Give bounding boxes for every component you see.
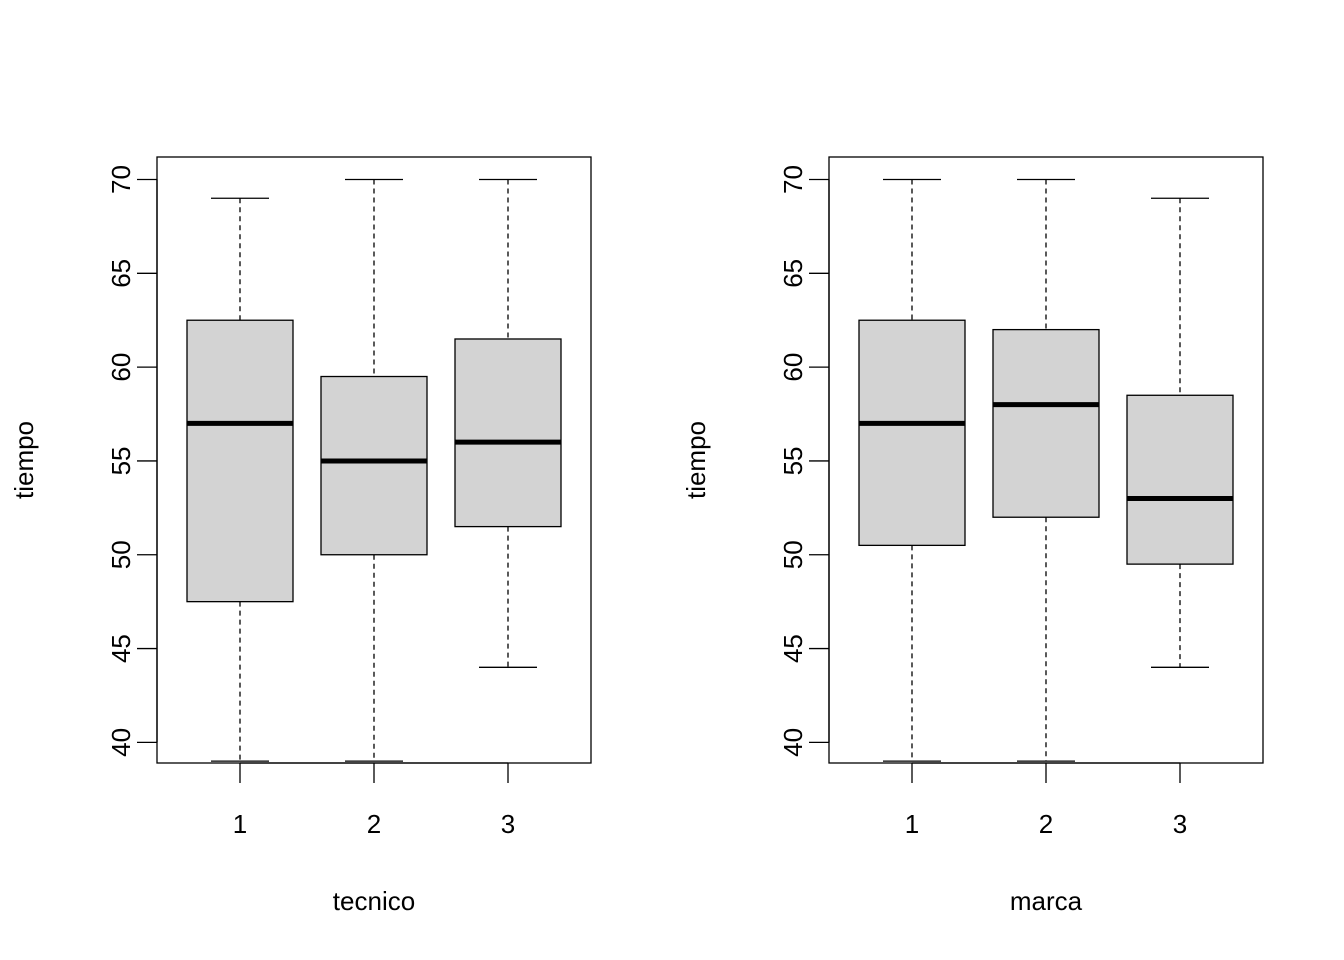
x-tick-label: 3 [1173,809,1187,839]
iqr-box [1126,394,1234,565]
y-tick-label: 70 [106,165,136,194]
x-tick-label: 2 [367,809,381,839]
y-tick-label: 65 [778,259,808,288]
x-tick-label: 1 [233,809,247,839]
y-tick-label: 55 [106,446,136,475]
y-tick-label: 65 [106,259,136,288]
y-tick-label: 60 [778,353,808,382]
box-1 [186,197,294,762]
iqr-box [320,375,428,556]
box-2 [320,178,428,762]
x-axis-label: marca [1010,886,1083,916]
y-tick-label: 50 [106,540,136,569]
box-2 [992,178,1100,762]
x-axis-label: tecnico [333,886,415,916]
y-tick-label: 60 [106,353,136,382]
box-3 [454,178,562,668]
boxplot-panel-1: 40 45 50 55 60 65 70 1 2 3 tecnico tiempo [9,156,592,916]
iqr-box [858,319,966,547]
y-tick-label: 50 [778,540,808,569]
iqr-box [454,338,562,528]
box-3 [1126,197,1234,668]
y-tick-label: 40 [106,728,136,757]
box-1 [858,178,966,762]
boxplot-panel-2: 40 45 50 55 60 65 70 1 2 3 marca tiempo [681,156,1264,916]
iqr-box [992,328,1100,518]
iqr-box [186,319,294,603]
y-axis-label: tiempo [9,421,39,499]
y-tick-label: 70 [778,165,808,194]
x-tick-label: 2 [1039,809,1053,839]
y-tick-label: 45 [778,634,808,663]
y-tick-label: 45 [106,634,136,663]
x-tick-label: 3 [501,809,515,839]
x-tick-label: 1 [905,809,919,839]
y-axis-label: tiempo [681,421,711,499]
y-tick-label: 40 [778,728,808,757]
y-tick-label: 55 [778,446,808,475]
